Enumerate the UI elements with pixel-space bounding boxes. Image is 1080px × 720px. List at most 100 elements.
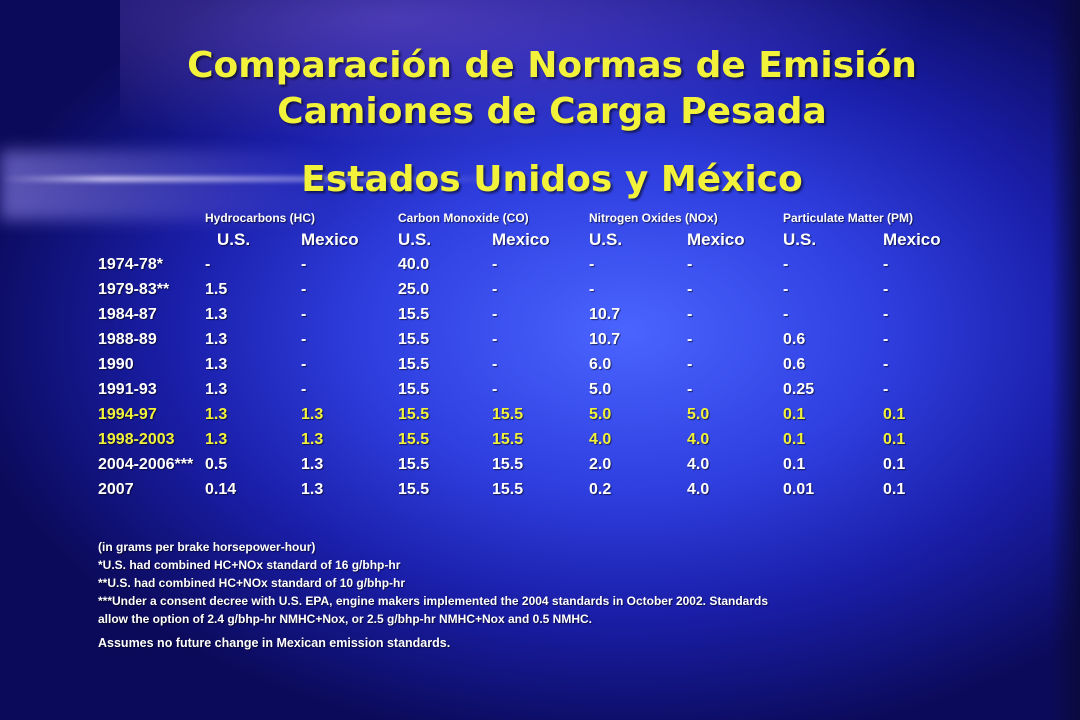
table-cell: 10.7	[589, 305, 621, 323]
table-row: 1991-93 1.3 - 15.5 - 5.0 - 0.25 -	[98, 377, 963, 402]
header-country: U.S.	[783, 230, 817, 249]
table-cell: -	[687, 255, 693, 273]
country-header-row: U.S. Mexico U.S. Mexico U.S. Mexico U.S.…	[98, 228, 963, 252]
table-cell: -	[883, 280, 889, 298]
table-cell: 1.3	[205, 330, 228, 348]
table-cell: 15.5	[398, 430, 430, 448]
table-cell: -	[301, 355, 307, 373]
table-cell: 1.3	[301, 430, 324, 448]
table-cell: -	[492, 330, 498, 348]
pollutant-header-row: Hydrocarbons (HC) Carbon Monoxide (CO) N…	[98, 208, 963, 228]
table-cell: -	[589, 280, 595, 298]
table-cell: -	[687, 380, 693, 398]
table-cell: 1.3	[205, 380, 228, 398]
header-country: Mexico	[687, 230, 745, 249]
table-cell: -	[783, 305, 789, 323]
units-note: (in grams per brake horsepower-hour)	[98, 540, 316, 554]
table-row: 1994-97 1.3 1.3 15.5 15.5 5.0 5.0 0.1 0.1	[98, 402, 963, 427]
row-year: 2004-2006***	[98, 455, 194, 473]
table-cell: 0.1	[783, 405, 806, 423]
header-particulate-matter: Particulate Matter (PM)	[783, 211, 914, 225]
table-row: 1984-87 1.3 - 15.5 - 10.7 - - -	[98, 302, 963, 327]
table-cell: -	[883, 305, 889, 323]
table-cell: 1.3	[205, 405, 228, 423]
table-cell: 0.1	[883, 480, 906, 498]
table-cell: 1.3	[205, 305, 228, 323]
table-cell: 15.5	[398, 405, 430, 423]
header-hydrocarbons: Hydrocarbons (HC)	[205, 211, 316, 225]
table-row: 2004-2006*** 0.5 1.3 15.5 15.5 2.0 4.0 0.1 0.1	[98, 452, 963, 477]
footnotes: (in grams per brake horsepower-hour) *U.…	[98, 538, 1018, 652]
header-country: Mexico	[301, 230, 359, 249]
row-year: 1991-93	[98, 380, 157, 398]
table-cell: 0.6	[783, 355, 806, 373]
table-cell: 5.0	[589, 380, 612, 398]
table-cell: 0.1	[783, 430, 806, 448]
header-spacer	[98, 208, 205, 228]
table-cell: 0.1	[783, 455, 806, 473]
footnote-3-line-2: allow the option of 2.4 g/bhp-hr NMHC+No…	[98, 612, 593, 626]
table-cell: 5.0	[687, 405, 710, 423]
table-cell: 15.5	[398, 305, 430, 323]
table-cell: 15.5	[398, 480, 430, 498]
table-cell: -	[687, 280, 693, 298]
table-row: 1998-2003 1.3 1.3 15.5 15.5 4.0 4.0 0.1 0.1	[98, 427, 963, 452]
table-row: 1979-83** 1.5 - 25.0 - - - - -	[98, 277, 963, 302]
table-row: 1990 1.3 - 15.5 - 6.0 - 0.6 -	[98, 352, 963, 377]
table-cell: -	[492, 255, 498, 273]
table-cell: 15.5	[398, 355, 430, 373]
table-cell: -	[492, 380, 498, 398]
table-row: 1988-89 1.3 - 15.5 - 10.7 - 0.6 -	[98, 327, 963, 352]
row-year: 1988-89	[98, 330, 157, 348]
row-year: 1979-83**	[98, 280, 170, 298]
table-cell: 1.3	[205, 430, 228, 448]
table-cell: 6.0	[589, 355, 612, 373]
table-cell: 0.5	[205, 455, 228, 473]
table-cell: 0.6	[783, 330, 806, 348]
table-cell: -	[783, 280, 789, 298]
header-country: U.S.	[589, 230, 623, 249]
table-cell: -	[687, 330, 693, 348]
table-row: 2007 0.14 1.3 15.5 15.5 0.2 4.0 0.01 0.1	[98, 477, 963, 502]
table-cell: 15.5	[398, 380, 430, 398]
row-year: 1984-87	[98, 305, 157, 323]
table-cell: 1.3	[301, 455, 324, 473]
table-cell: -	[687, 305, 693, 323]
table-cell: -	[883, 330, 889, 348]
slide-title-line-1: Comparación de Normas de Emisión	[187, 45, 917, 86]
table-cell: -	[492, 305, 498, 323]
table-row: 1974-78* - - 40.0 - - - - -	[98, 252, 963, 277]
header-spacer	[98, 228, 205, 252]
table-cell: 0.25	[783, 380, 815, 398]
footnote-3-line-1: ***Under a consent decree with U.S. EPA,…	[98, 594, 769, 608]
table-cell: -	[883, 380, 889, 398]
header-country: Mexico	[883, 230, 941, 249]
header-country: U.S.	[398, 230, 432, 249]
header-carbon-monoxide: Carbon Monoxide (CO)	[398, 211, 529, 225]
table-cell: 1.5	[205, 280, 228, 298]
table-cell: -	[883, 355, 889, 373]
table-cell: 1.3	[205, 355, 228, 373]
row-year: 1990	[98, 355, 134, 373]
row-year: 2007	[98, 480, 134, 498]
table-cell: -	[301, 305, 307, 323]
table-cell: 0.14	[205, 480, 237, 498]
row-year: 1998-2003	[98, 430, 175, 448]
table-cell: 15.5	[492, 430, 524, 448]
table-cell: 1.3	[301, 480, 324, 498]
table-cell: 5.0	[589, 405, 612, 423]
table-cell: 10.7	[589, 330, 621, 348]
row-year: 1974-78*	[98, 255, 163, 273]
slide-title-line-3: Estados Unidos y México	[301, 159, 803, 200]
assumption-note: Assumes no future change in Mexican emis…	[98, 636, 451, 650]
table-cell: -	[492, 355, 498, 373]
table-cell: 0.01	[783, 480, 815, 498]
table-cell: 0.1	[883, 430, 906, 448]
header-nitrogen-oxides: Nitrogen Oxides (NOx)	[589, 211, 718, 225]
table-cell: 4.0	[687, 480, 710, 498]
table-cell: -	[783, 255, 789, 273]
table-cell: 0.1	[883, 455, 906, 473]
table-cell: 15.5	[398, 455, 430, 473]
table-cell: -	[883, 255, 889, 273]
table-cell: -	[301, 330, 307, 348]
